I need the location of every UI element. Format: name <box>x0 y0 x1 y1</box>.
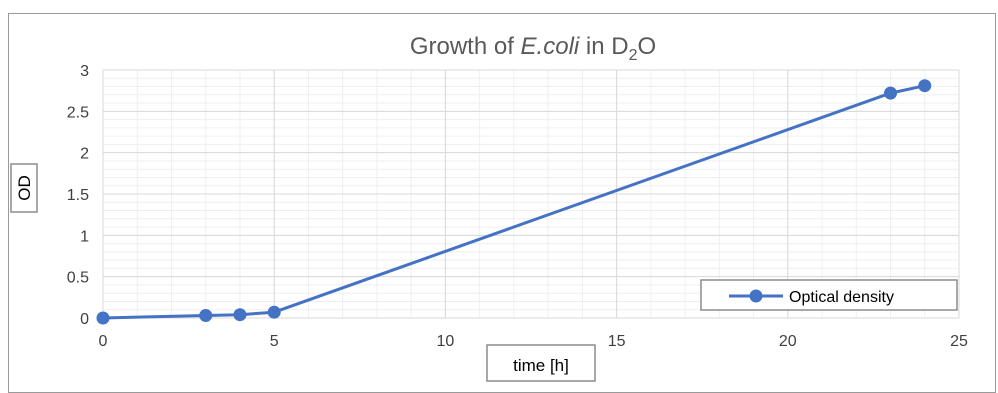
chart-svg: 0 5 10 15 20 25 0 0.5 1 1.5 2 2.5 3 Growth of E.coli … <box>10 33 968 382</box>
y-axis-title-box <box>10 163 38 213</box>
legend-marker-swatch <box>749 289 763 303</box>
y-tick-label: 3 <box>80 63 89 80</box>
x-tick-label: 15 <box>608 333 626 350</box>
x-tick-label: 0 <box>99 333 108 350</box>
chart-title: Growth of E.coli in D2O <box>410 33 656 64</box>
y-tick-label: 0 <box>80 311 89 328</box>
x-tick-label: 25 <box>950 333 968 350</box>
legend-label: Optical density <box>789 289 894 306</box>
x-tick-label: 5 <box>270 333 279 350</box>
data-point <box>918 79 932 93</box>
x-tick-label: 10 <box>437 333 455 350</box>
data-point <box>267 305 281 319</box>
x-axis-title: time [h] <box>513 356 569 375</box>
data-point <box>199 309 213 323</box>
y-tick-label: 2 <box>80 146 89 163</box>
legend-box <box>700 279 958 311</box>
data-point <box>96 311 110 325</box>
data-point <box>884 86 898 100</box>
x-axis-title-box <box>486 344 596 382</box>
data-point <box>233 308 247 322</box>
y-tick-label: 0.5 <box>67 270 89 287</box>
y-axis-title: OD <box>15 175 34 201</box>
y-tick-label: 2.5 <box>67 104 89 121</box>
x-tick-label: 20 <box>779 333 797 350</box>
chart-frame: 0 5 10 15 20 25 0 0.5 1 1.5 2 2.5 3 Growth of E.coli … <box>8 13 996 393</box>
y-tick-label: 1.5 <box>67 187 89 204</box>
y-tick-label: 1 <box>80 228 89 245</box>
